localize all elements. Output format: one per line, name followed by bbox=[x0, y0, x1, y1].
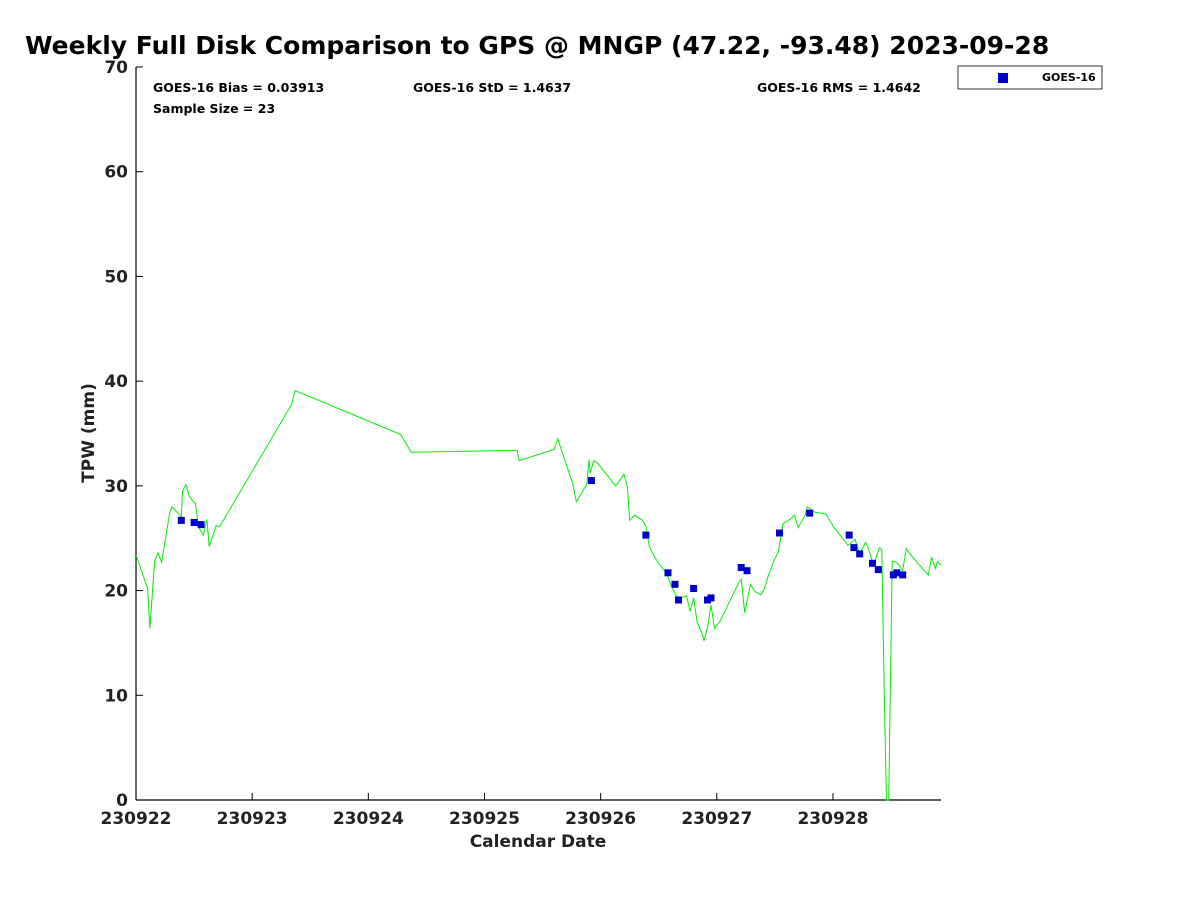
goes16-point bbox=[675, 596, 682, 604]
goes16-point bbox=[743, 567, 751, 575]
goes16-point bbox=[869, 559, 876, 567]
y-tick-label: 60 bbox=[104, 163, 128, 183]
y-tick-label: 10 bbox=[104, 686, 128, 706]
y-ticks: 0 10 20 30 40 50 60 70 bbox=[104, 58, 143, 811]
x-tick-label: 230922 bbox=[101, 809, 172, 829]
x-axis-label: Calendar Date bbox=[470, 832, 607, 852]
x-tick-label: 230927 bbox=[681, 809, 752, 829]
y-tick-label: 0 bbox=[116, 791, 128, 811]
x-tick-label: 230924 bbox=[333, 809, 404, 829]
goes16-point bbox=[856, 550, 864, 558]
legend-box bbox=[957, 65, 1103, 90]
goes16-point bbox=[707, 594, 715, 602]
bias-annotation: GOES-16 Bias = 0.03913 bbox=[153, 80, 324, 95]
x-tick-label: 230928 bbox=[797, 809, 868, 829]
goes16-point bbox=[893, 569, 901, 577]
y-axis-label: TPW (mm) bbox=[79, 383, 99, 483]
goes16-point bbox=[806, 509, 814, 517]
goes16-point bbox=[874, 566, 882, 574]
goes16-point bbox=[845, 531, 853, 539]
std-annotation: GOES-16 StD = 1.4637 bbox=[413, 80, 571, 95]
x-tick-label: 230925 bbox=[449, 809, 520, 829]
y-tick-label: 50 bbox=[104, 267, 128, 287]
chart-title: Weekly Full Disk Comparison to GPS @ MNG… bbox=[25, 31, 1049, 60]
rms-annotation: GOES-16 RMS = 1.4642 bbox=[757, 80, 921, 95]
x-ticks: 230922 230923 230924 230925 230926 230927 2309… bbox=[101, 793, 868, 829]
y-tick-label: 20 bbox=[104, 582, 128, 602]
goes16-point bbox=[776, 529, 783, 537]
y-tick-label: 40 bbox=[104, 372, 128, 392]
goes16-point bbox=[671, 580, 679, 588]
goes16-point bbox=[737, 564, 745, 571]
goes16-point bbox=[587, 477, 595, 485]
y-tick-label: 30 bbox=[104, 477, 128, 497]
plot-frame bbox=[135, 67, 941, 801]
legend-label-goes16: GOES-16 bbox=[1042, 71, 1096, 84]
x-tick-label: 230923 bbox=[217, 809, 288, 829]
goes16-point bbox=[642, 531, 650, 539]
goes16-point bbox=[664, 569, 672, 577]
goes16-point bbox=[690, 585, 698, 592]
gps-tpw-line bbox=[135, 389, 942, 801]
y-tick-label: 70 bbox=[104, 58, 128, 78]
sample-size-annotation: Sample Size = 23 bbox=[153, 101, 275, 116]
legend: GOES-16 bbox=[957, 65, 1103, 90]
goes16-point bbox=[850, 544, 858, 552]
stats-annotations: GOES-16 Bias = 0.03913 GOES-16 StD = 1.4… bbox=[153, 80, 921, 116]
legend-marker-goes16 bbox=[998, 73, 1008, 83]
goes16-point bbox=[190, 519, 198, 526]
goes16-point bbox=[177, 516, 185, 524]
x-tick-label: 230926 bbox=[565, 809, 636, 829]
goes16-point bbox=[197, 521, 205, 529]
goes16-point bbox=[899, 571, 907, 579]
series-layer bbox=[135, 389, 942, 801]
